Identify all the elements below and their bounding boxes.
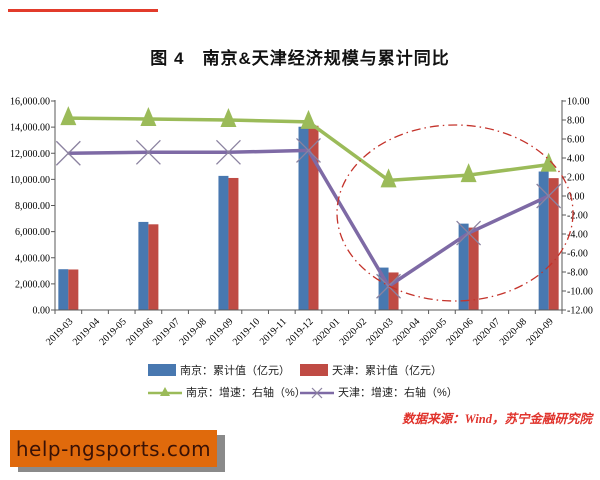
legend-line-swatch <box>300 387 334 399</box>
x-axis-label: 2019-05 <box>97 316 128 347</box>
triangle-marker <box>300 109 317 129</box>
x-marker <box>536 183 562 209</box>
x-axis-label: 2020-03 <box>364 316 395 347</box>
x-axis-label: 2020-01 <box>311 316 342 347</box>
x-axis-label: 2020-09 <box>524 316 555 347</box>
x-axis-label: 2019-08 <box>178 316 209 347</box>
data-source-note: 数据来源：Wind，苏宁金融研究院 <box>402 412 592 426</box>
right-axis-label: -8.00 <box>567 268 588 279</box>
right-axis-label: 0.00 <box>567 192 585 203</box>
left-axis-label: 2,000.00 <box>15 279 50 290</box>
left-axis-label: 8,000.00 <box>15 201 50 212</box>
x-axis-label: 2020-08 <box>498 316 529 347</box>
right-axis-label: -10.00 <box>567 287 593 298</box>
bar-nanjing <box>218 175 229 310</box>
bar-nanjing <box>298 126 309 310</box>
right-axis-label: 4.00 <box>567 154 585 165</box>
legend-label: 天津：增速：右轴（%） <box>338 387 458 399</box>
bar-nanjing <box>378 267 389 310</box>
legend-item: 南京：增速：右轴（%） <box>148 384 306 400</box>
right-axis-label: 6.00 <box>567 135 585 146</box>
x-axis-label: 2020-06 <box>444 316 475 347</box>
legend-label: 南京：增速：右轴（%） <box>186 387 306 399</box>
x-marker <box>135 139 161 165</box>
right-axis-label: 2.00 <box>567 173 585 184</box>
triangle-marker <box>540 152 557 172</box>
bar-nanjing <box>58 269 69 310</box>
watermark-badge-label: help-ngsports.com <box>15 436 212 461</box>
watermark-badge-link[interactable]: help-ngsports.com <box>10 430 217 467</box>
left-axis-label: 14,000.00 <box>10 123 50 134</box>
chart-title: 图 4 南京&天津经济规模与累计同比 <box>150 49 450 68</box>
chart-legend: 南京：累计值（亿元） 天津：累计值（亿元） 南京：增速：右轴（%） 天津：增速：右轴（… <box>148 362 468 400</box>
legend-line-swatch <box>148 387 182 396</box>
x-axis-label: 2020-04 <box>391 316 422 347</box>
triangle-marker <box>60 106 77 126</box>
bar-tianjin <box>548 178 559 310</box>
left-axis-label: 16,000.00 <box>10 97 50 108</box>
right-axis-label: -2.00 <box>567 211 588 222</box>
x-marker <box>55 140 81 166</box>
legend-bar-swatch <box>300 364 328 376</box>
legend-label: 南京：累计值（亿元） <box>180 365 290 377</box>
bar-tianjin <box>468 227 479 310</box>
triangle-marker <box>460 163 477 183</box>
right-axis-label: -12.00 <box>567 306 593 317</box>
x-axis-label: 2019-09 <box>204 316 235 347</box>
right-axis-label: 8.00 <box>567 116 585 127</box>
x-axis-label: 2020-02 <box>338 316 369 347</box>
x-marker <box>215 139 241 165</box>
x-axis-label: 2020-07 <box>471 316 502 347</box>
legend-item: 天津：累计值（亿元） <box>300 362 460 378</box>
x-marker <box>456 220 482 246</box>
x-axis-label: 2019-06 <box>124 316 155 347</box>
bar-tianjin <box>68 269 79 310</box>
legend-item: 南京：累计值（亿元） <box>148 362 300 378</box>
bar-nanjing <box>458 223 469 310</box>
triangle-marker <box>380 168 397 188</box>
x-axis-label: 2019-07 <box>151 316 182 347</box>
x-axis-label: 2020-05 <box>418 316 449 347</box>
legend-item: 天津：增速：右轴（%） <box>300 384 460 400</box>
left-axis-label: 4,000.00 <box>15 253 50 264</box>
x-marker <box>296 137 321 163</box>
bar-tianjin <box>308 125 319 310</box>
left-axis-label: 12,000.00 <box>10 149 50 160</box>
bar-nanjing <box>538 171 549 310</box>
watermark-top-line <box>8 9 158 12</box>
bar-tianjin <box>228 177 239 310</box>
triangle-marker <box>220 108 237 127</box>
left-axis-label: 10,000.00 <box>10 175 50 186</box>
bar-nanjing <box>138 221 149 310</box>
left-axis-label: 0.00 <box>33 306 51 317</box>
left-axis-label: 6,000.00 <box>15 227 50 238</box>
annotation-ellipse <box>336 124 574 302</box>
x-axis-label: 2019-03 <box>44 316 75 347</box>
legend-label: 天津：累计值（亿元） <box>332 365 442 377</box>
x-axis-label: 2019-04 <box>71 316 102 347</box>
right-axis-label: 10.00 <box>567 97 590 108</box>
x-axis-label: 2019-11 <box>258 316 289 347</box>
triangle-marker <box>140 107 157 127</box>
right-axis-label: -6.00 <box>567 249 588 260</box>
x-axis-label: 2019-12 <box>284 316 315 347</box>
x-axis-label: 2019-10 <box>231 316 262 347</box>
legend-bar-swatch <box>148 364 176 376</box>
right-axis-label: -4.00 <box>567 230 588 241</box>
bar-tianjin <box>148 224 159 310</box>
